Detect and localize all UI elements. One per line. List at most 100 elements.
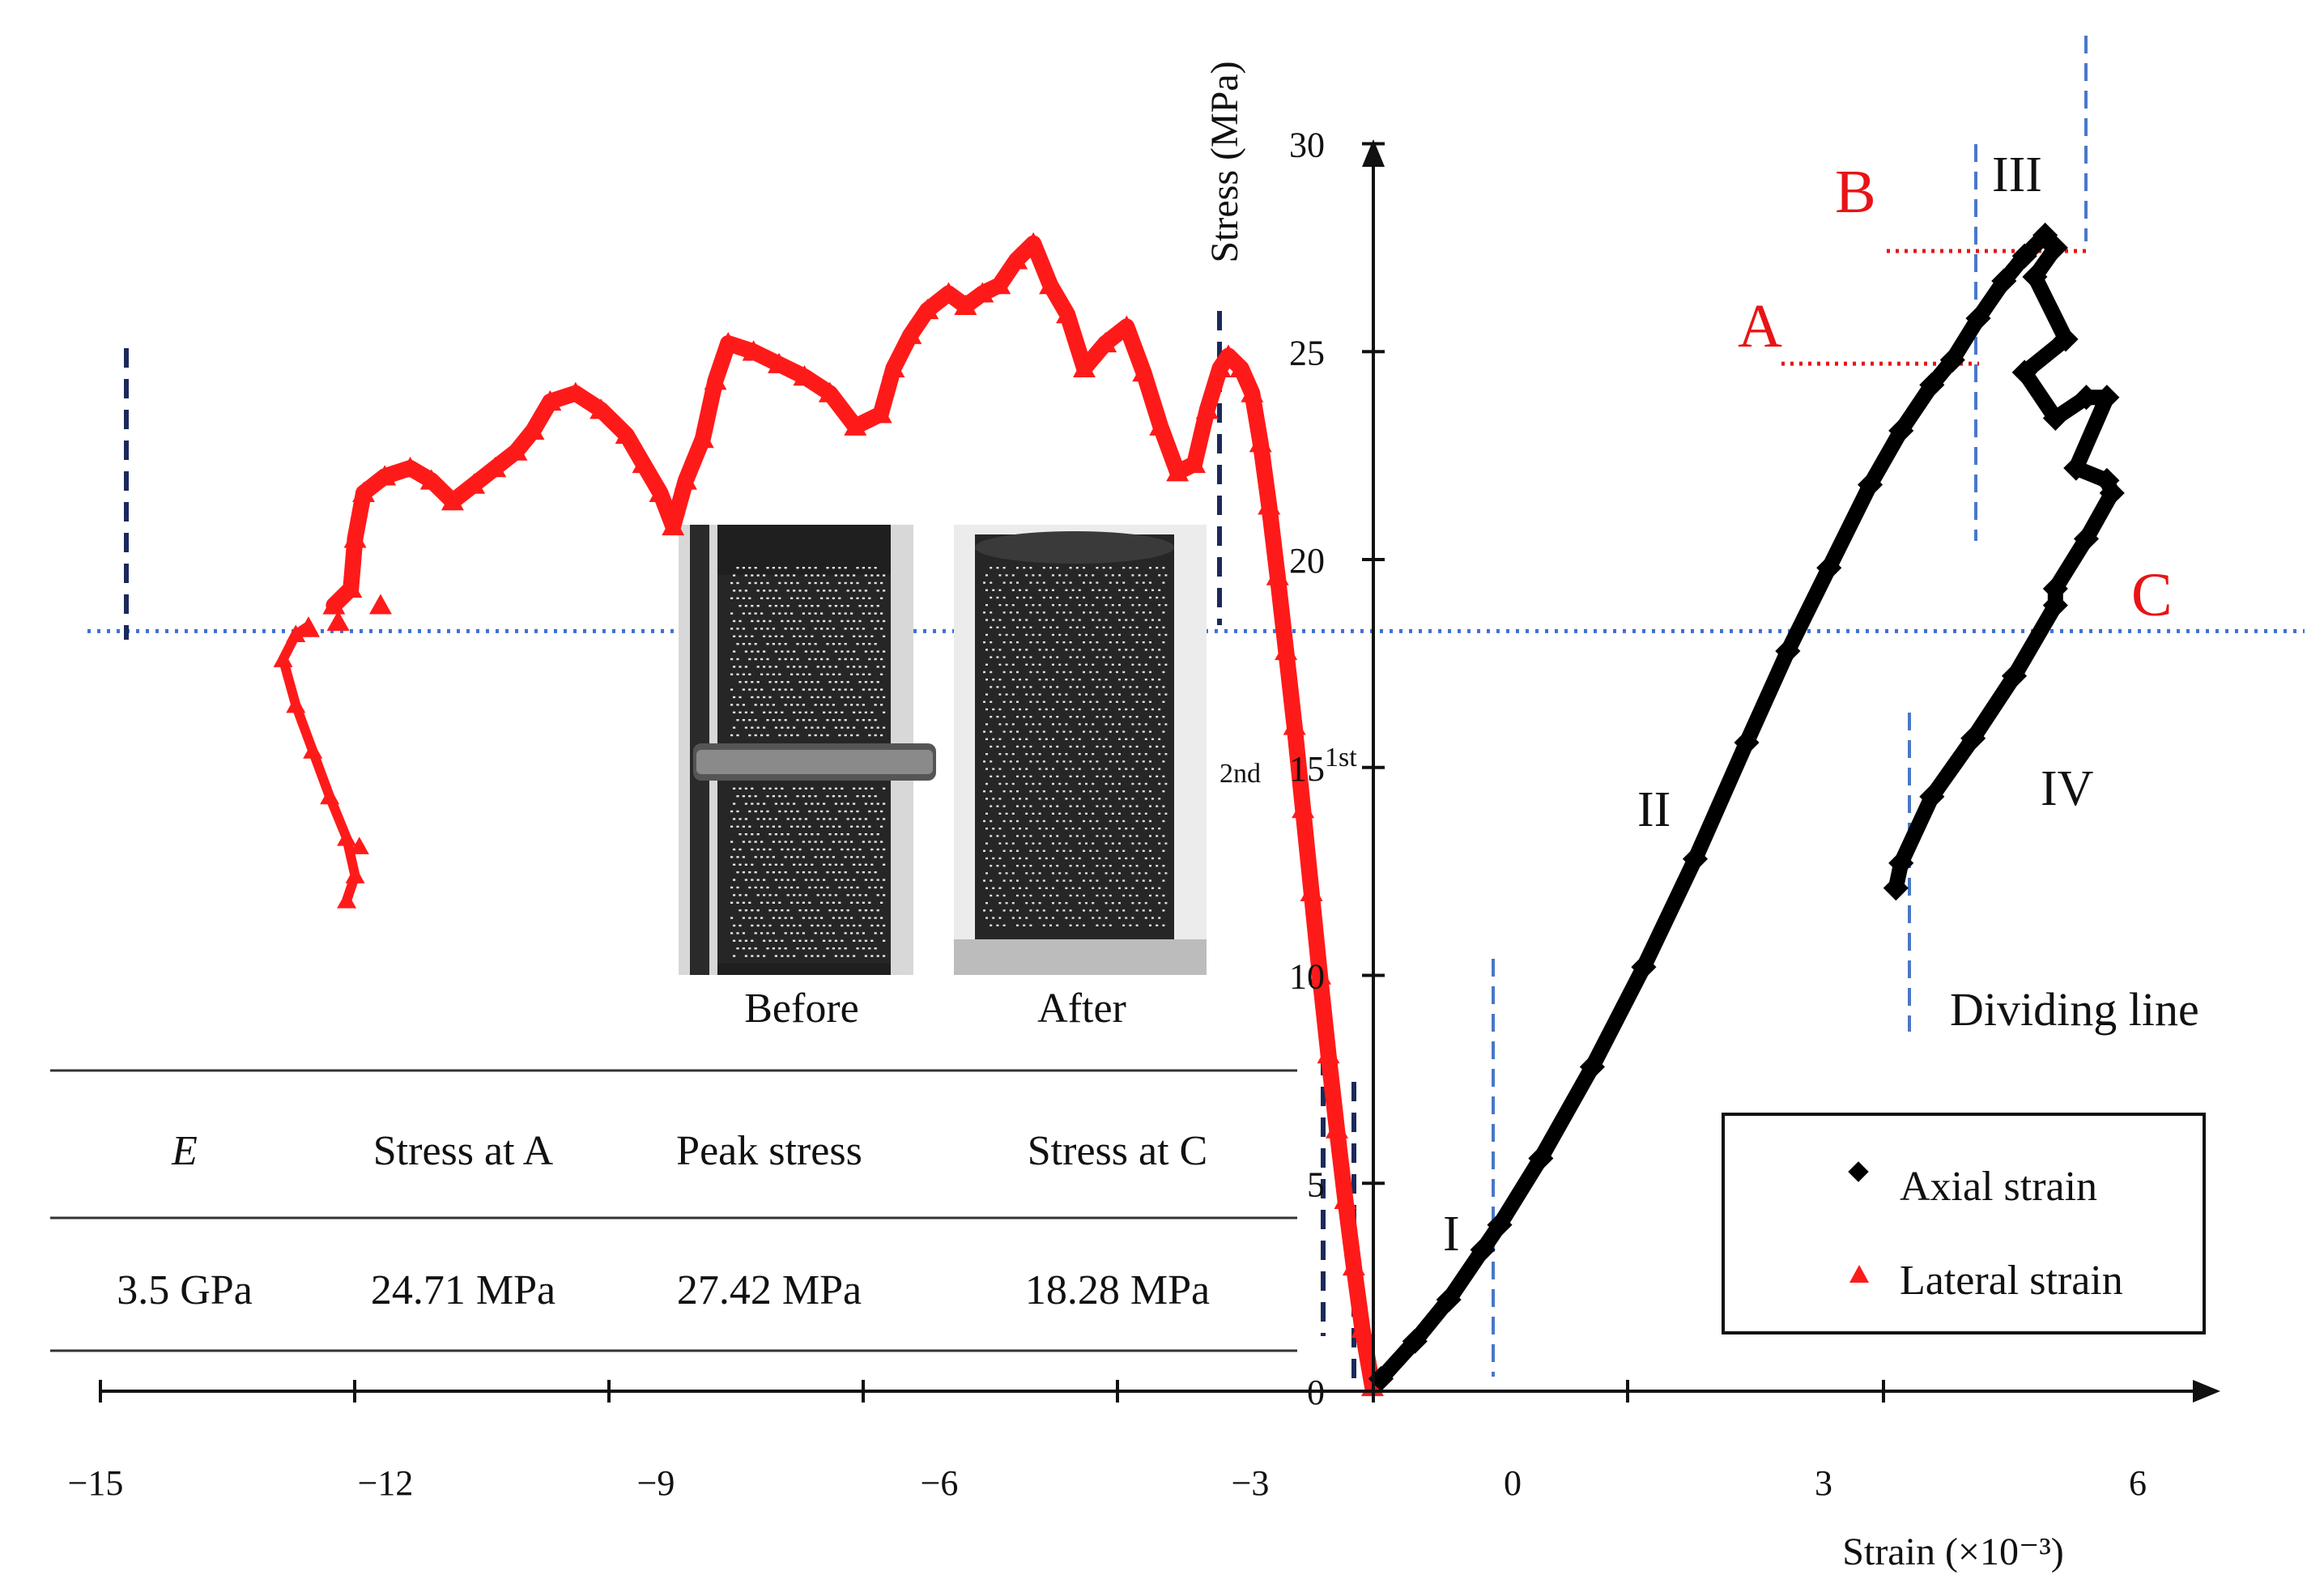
axial-point [1775,638,1801,664]
axial-point [1734,730,1760,756]
lateral-point [1132,360,1156,382]
axial-strain-markers [1368,222,2125,1392]
table-header-stress-a: Stress at A [373,1128,554,1174]
properties-table: E Stress at A Peak stress Stress at C 3.… [50,1069,1297,1352]
lateral-point [521,419,545,441]
x-tick-label: −15 [68,1463,124,1503]
lateral-point [337,891,357,909]
lateral-point [844,415,867,436]
speckle-pattern [730,567,886,957]
lateral-point [1275,639,1298,661]
inset-photos: Before After [679,525,1207,1032]
axial-point [1487,1212,1513,1238]
lateral-point [373,465,397,486]
axial-point [1939,347,1965,373]
marker-label-1st: 1st [1325,743,1357,773]
axial-point [2063,455,2089,481]
lateral-point [296,616,320,637]
x-axis-title: Strain (×10⁻³) [1842,1530,2063,1573]
x-tick-label: −6 [921,1463,959,1503]
lateral-point [349,836,369,854]
lateral-point [538,389,562,411]
lateral-point [343,527,367,548]
point-label-b: B [1835,158,1876,226]
lateral-point [462,473,486,494]
lateral-point [954,294,977,315]
y-axis-arrow [1362,139,1385,167]
x-ticks: −15 −12 −9 −6 −3 0 3 6 [68,1380,2147,1503]
lateral-point [971,282,994,303]
lateral-point [1334,1188,1357,1209]
photo-caption-after: After [1037,985,1126,1032]
stage-label-i: I [1443,1207,1460,1262]
lateral-point [899,323,922,344]
table-value-stress-c: 18.28 MPa [1025,1267,1210,1313]
legend: Axial strain Lateral strain [1722,1113,2206,1334]
lateral-point [1309,964,1332,985]
photo-caption-before: Before [744,985,858,1032]
table-header-stress-c: Stress at C [1028,1128,1207,1174]
lateral-point [1317,1043,1340,1064]
y-tick-label: 15 [1289,749,1325,789]
y-tick-label: 30 [1289,126,1325,165]
lateral-point [1115,315,1139,336]
x-tick-label: −9 [637,1463,675,1503]
lateral-point [303,741,323,759]
lateral-point [649,481,672,503]
axial-point [2042,576,2068,602]
lateral-point [286,695,306,713]
stage-label-iii: III [1992,147,2042,202]
axial-point [2094,385,2120,411]
lateral-point [1208,356,1232,377]
table-header-e: E [171,1128,198,1174]
lateral-point [368,594,392,615]
y-tick-label: 5 [1307,1164,1325,1204]
lateral-point [632,452,655,474]
lateral-point [742,340,765,361]
axial-point [2042,405,2068,431]
lateral-point [662,514,685,536]
axial-point [1631,954,1657,980]
lateral-strain-tail [278,622,360,903]
lateral-point [691,428,714,449]
lateral-point [674,469,697,490]
axial-point [2053,326,2079,352]
lateral-point [882,356,905,377]
axial-point [2099,480,2125,506]
axial-point [1960,726,1986,751]
x-tick-label: 6 [2129,1463,2147,1503]
lateral-point [704,369,727,390]
lateral-point [286,624,306,643]
axial-point [1816,555,1842,581]
lateral-point [1149,415,1173,436]
lateral-point [352,481,376,503]
axial-point [1402,1328,1428,1354]
axial-point [2042,235,2068,261]
y-tick-label: 0 [1307,1373,1325,1412]
lateral-point [1283,714,1306,735]
axial-point [1888,418,1914,444]
legend-label-axial: Axial strain [1900,1164,2097,1210]
axial-point [2042,592,2068,619]
table-value-e: 3.5 GPa [117,1267,253,1313]
lateral-point [345,866,365,883]
lateral-point [564,381,587,402]
dividing-line-label: Dividing line [1950,983,2199,1036]
lateral-strain-markers [273,232,1384,1397]
axial-point [2001,663,2028,689]
lateral-point [1039,274,1062,295]
lateral-point [419,469,443,490]
axial-point [1888,850,1914,876]
stage-dividing-lines [1492,36,2088,1377]
legend-marker-lateral [1849,1265,1869,1283]
lateral-point [483,457,507,478]
axial-point [1965,305,1991,331]
lateral-point [1229,356,1253,377]
axial-point [1991,268,2017,294]
lateral-point [1342,1254,1365,1276]
lateral-point [1195,398,1219,419]
lateral-point [1056,303,1079,324]
lateral-point [793,365,816,386]
point-label-a: A [1738,292,1782,360]
lateral-point [322,594,346,615]
